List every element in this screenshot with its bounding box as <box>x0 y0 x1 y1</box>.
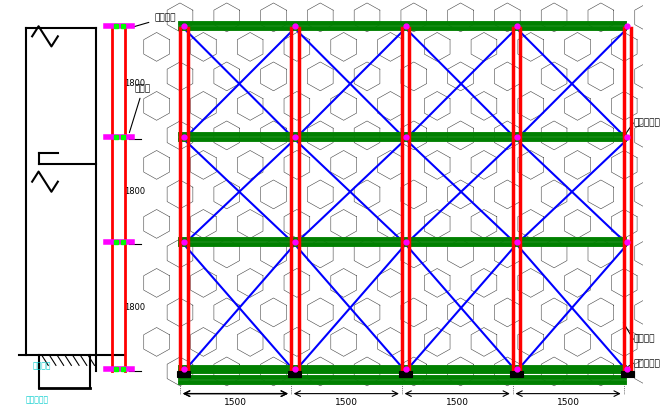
Text: 自然地面: 自然地面 <box>32 361 50 370</box>
Text: 钉管水平杆: 钉管水平杆 <box>633 119 660 128</box>
Text: 1500: 1500 <box>335 398 358 407</box>
Text: 外架割基础: 外架割基础 <box>26 396 49 405</box>
Text: 安全立网: 安全立网 <box>131 13 176 27</box>
Bar <box>177 371 190 377</box>
Text: 脚手板: 脚手板 <box>129 84 151 133</box>
Text: 1800: 1800 <box>124 187 146 196</box>
Text: 鑉管剪刀撑: 鑉管剪刀撑 <box>633 359 660 368</box>
Text: 1800: 1800 <box>124 79 146 88</box>
Bar <box>510 371 523 377</box>
Text: 1500: 1500 <box>224 398 247 407</box>
Bar <box>289 371 301 377</box>
Text: 1500: 1500 <box>557 398 580 407</box>
Bar <box>399 371 412 377</box>
Text: 鑉管立杆: 鑉管立杆 <box>633 335 655 344</box>
Text: 1800: 1800 <box>124 303 146 313</box>
Bar <box>621 371 634 377</box>
Text: 1500: 1500 <box>446 398 469 407</box>
